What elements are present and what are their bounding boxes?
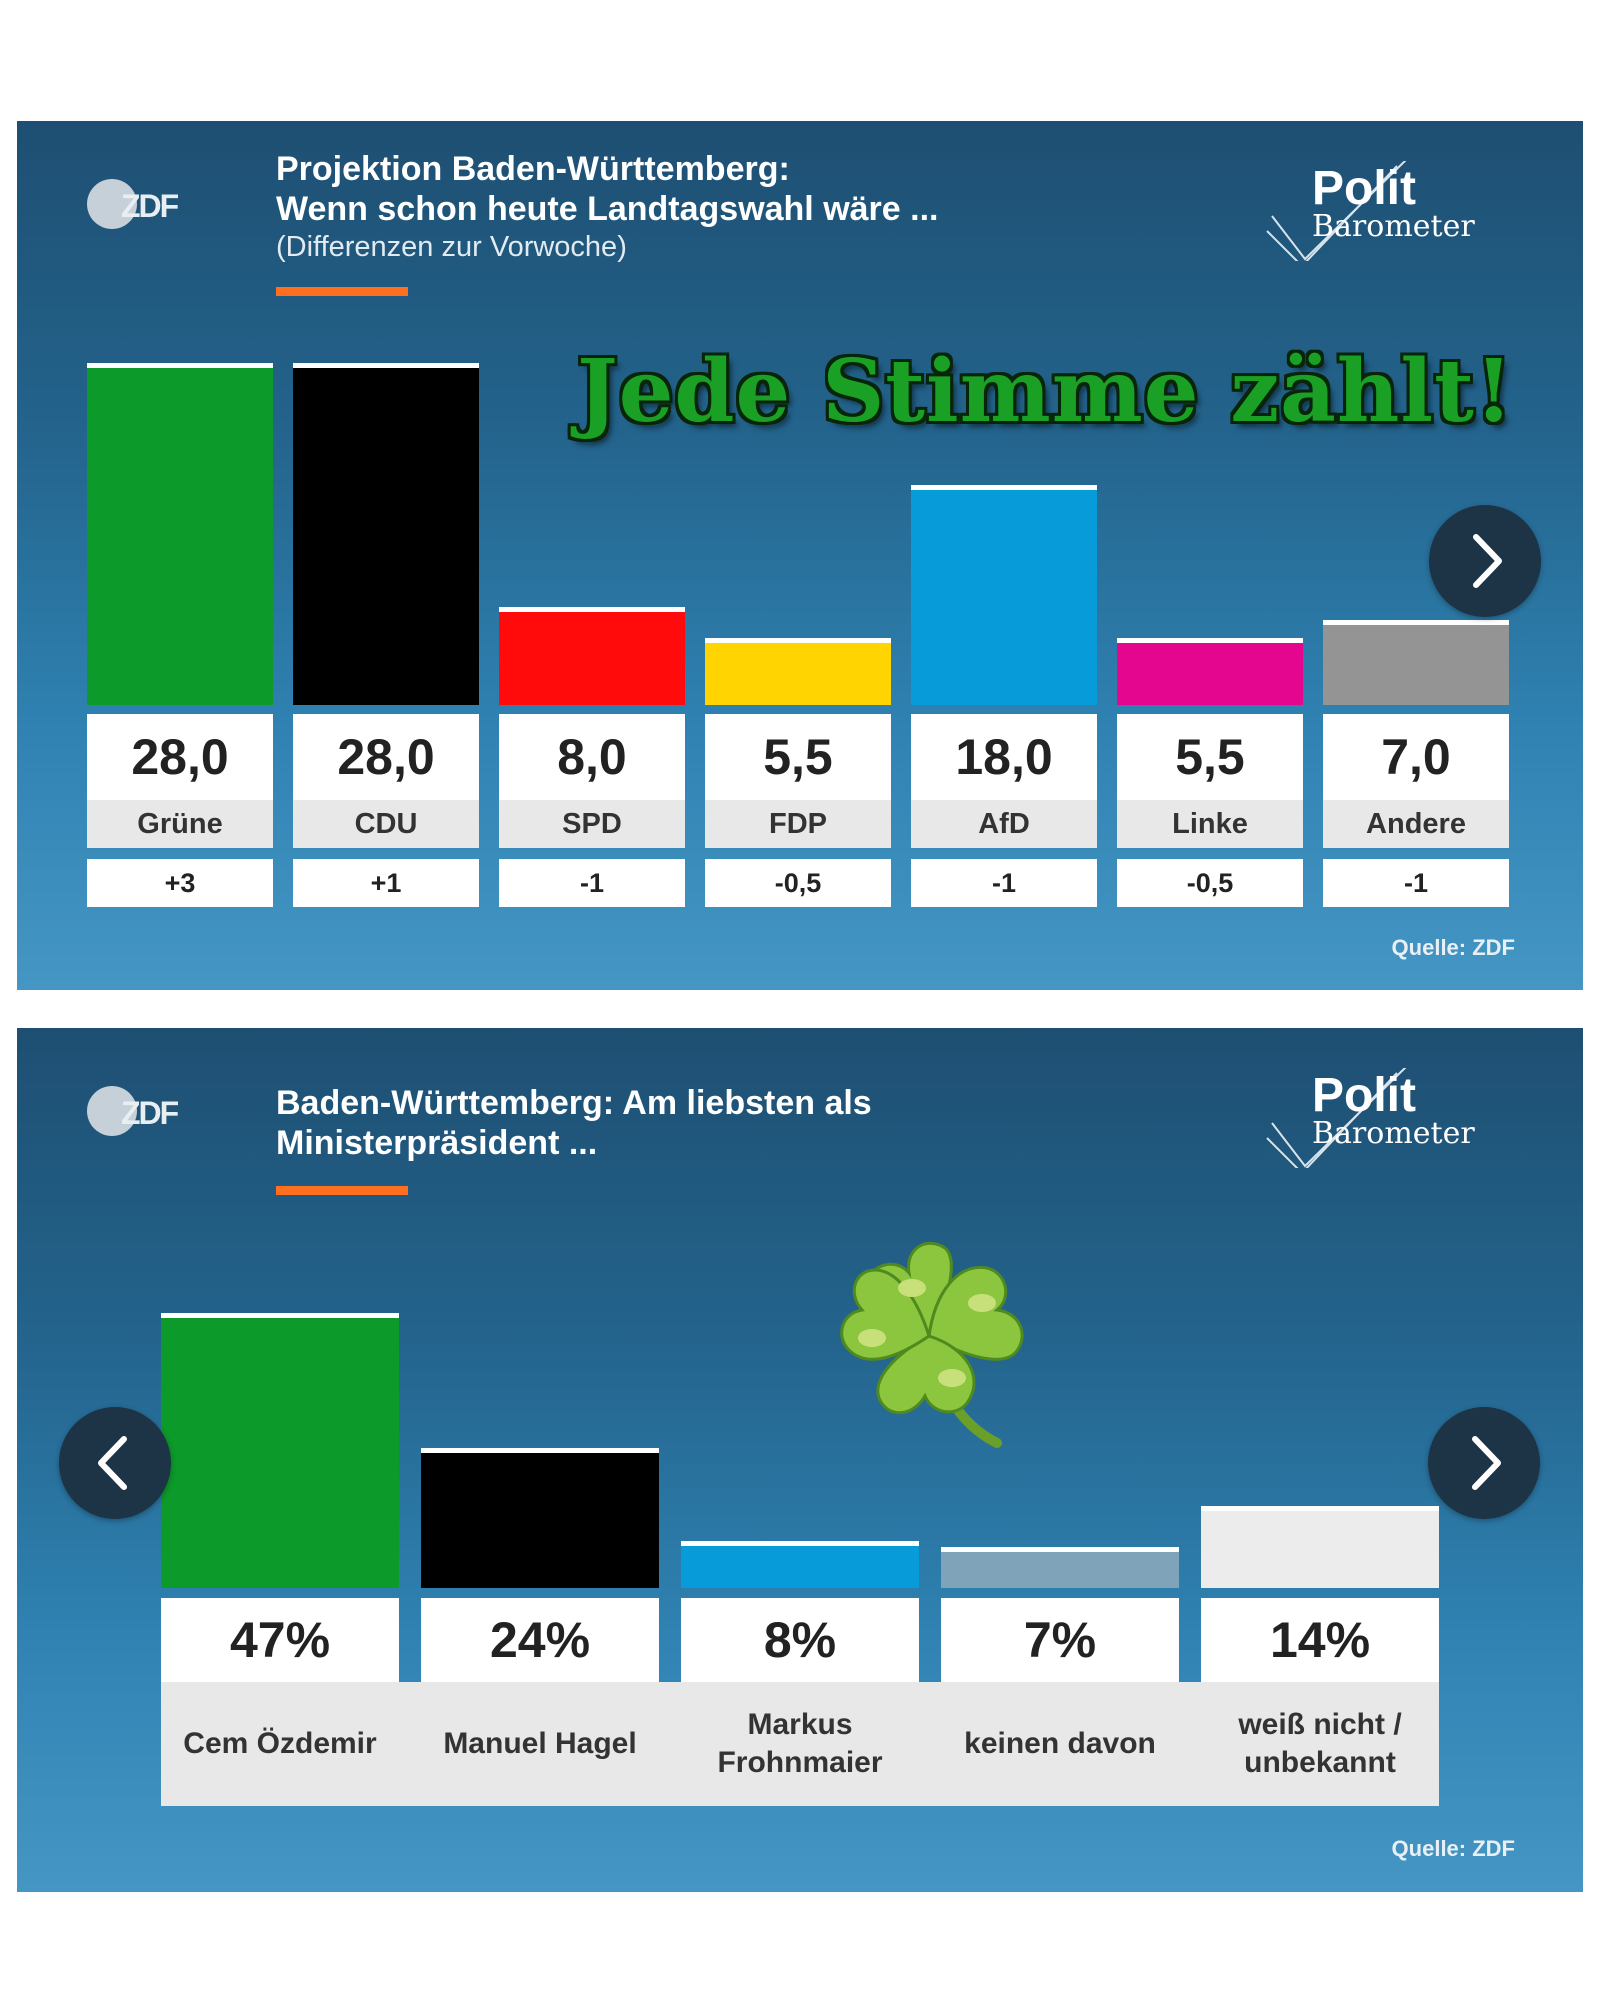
source-label: Quelle: ZDF [1391,1836,1515,1861]
bar-candidate [681,1541,919,1588]
category-label: Manuel Hagel [421,1682,659,1806]
chart-title-line1: Baden-Württemberg: Am liebsten als [276,1084,872,1122]
diff-label: -1 [1323,859,1509,907]
value-label: 47% [161,1598,399,1682]
category-label: CDU [293,800,479,848]
slogan-overlay: Jede Stimme zählt! [577,341,1514,442]
bar-fdp [705,637,891,705]
bar-candidate [941,1547,1179,1588]
category-label: weiß nicht / unbekannt [1201,1682,1439,1806]
next-button[interactable] [1429,505,1541,617]
chevron-right-icon [1472,1436,1501,1490]
value-label: 18,0 [911,714,1097,800]
diff-label: -1 [499,859,685,907]
category-label: FDP [705,800,891,848]
category-strip: Cem Özdemir Manuel Hagel Markus Frohnmaier k… [161,1682,1439,1806]
bar-candidate [421,1447,659,1588]
source-label: Quelle: ZDF [1391,935,1515,960]
chart-title-line2: Wenn schon heute Landtagswahl wäre ... [276,190,939,228]
accent-bar [276,1186,408,1195]
diff-label: +1 [293,859,479,907]
category-label: Cem Özdemir [161,1682,399,1806]
category-label: Andere [1323,800,1509,848]
checkmark-icon [1266,1068,1407,1168]
category-label-line: weiß nicht / [1238,1708,1402,1741]
category-label-line: Manuel Hagel [443,1727,637,1760]
category-label-line: Frohnmaier [717,1746,883,1779]
bar-linke [1117,637,1303,705]
category-label: Linke [1117,800,1303,848]
value-label: 7% [941,1598,1179,1682]
four-leaf-clover-icon [840,1241,1024,1448]
diff-label: +3 [87,859,273,907]
brand-polit: Polit [1312,1069,1416,1122]
value-label: 8% [681,1598,919,1682]
value-label: 5,5 [705,714,891,800]
bar-andere [1323,619,1509,705]
category-label: Markus Frohnmaier [681,1682,919,1806]
projection-panel: ZDF Projektion Baden-Württemberg: Wenn s… [17,121,1583,990]
previous-button[interactable] [59,1407,171,1519]
value-label: 5,5 [1117,714,1303,800]
value-label: 28,0 [87,714,273,800]
next-button[interactable] [1428,1407,1540,1519]
value-label: 8,0 [499,714,685,800]
diff-label: -0,5 [1117,859,1303,907]
category-label-line: unbekannt [1244,1746,1396,1779]
chevron-left-icon [98,1436,127,1490]
bar-afd [911,485,1097,705]
chart-subtitle: (Differenzen zur Vorwoche) [276,231,627,263]
category-label-line: Cem Özdemir [183,1727,377,1760]
value-label: 14% [1201,1598,1439,1682]
brand-barometer: Barometer [1312,1116,1475,1151]
category-label: Grüne [87,800,273,848]
checkmark-icon [1266,161,1407,261]
politbarometer-logo: Polit Barometer [1257,1068,1477,1168]
category-label: AfD [911,800,1097,848]
category-label-line: Markus [747,1708,853,1741]
chart-title-line2: Ministerpräsident ... [276,1124,598,1162]
brand-polit: Polit [1312,162,1416,215]
bar-spd [499,607,685,705]
value-label: 28,0 [293,714,479,800]
minister-president-panel: ZDF Baden-Württemberg: Am liebsten als M… [17,1028,1583,1892]
value-label: 24% [421,1598,659,1682]
accent-bar [276,287,408,296]
bar-candidate [161,1313,399,1588]
politbarometer-logo: Polit Barometer [1257,161,1477,261]
bar-candidate [1201,1506,1439,1588]
diff-label: -0,5 [705,859,891,907]
chevron-right-icon [1473,534,1502,588]
category-label: SPD [499,800,685,848]
category-label-line: keinen davon [964,1727,1156,1760]
bar-grüne [87,363,273,705]
value-label: 7,0 [1323,714,1509,800]
bar-cdu [293,363,479,705]
brand-barometer: Barometer [1312,209,1475,244]
category-label: keinen davon [941,1682,1179,1806]
diff-label: -1 [911,859,1097,907]
chart-title-line1: Projektion Baden-Württemberg: [276,150,790,188]
